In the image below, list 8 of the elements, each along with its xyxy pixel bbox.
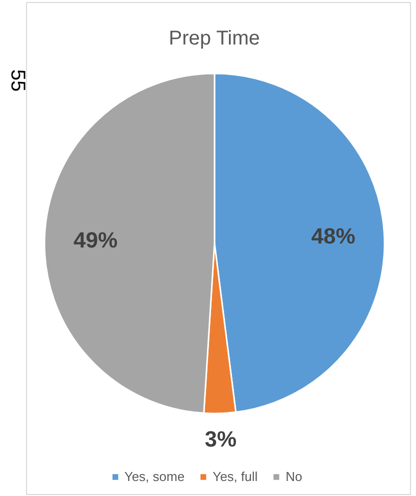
data-label: 3% xyxy=(204,426,237,452)
legend-label: No xyxy=(286,469,304,484)
legend-label: Yes, some xyxy=(124,469,185,484)
legend-label: Yes, full xyxy=(212,469,258,484)
data-label: 49% xyxy=(74,227,118,252)
chart-title: Prep Time xyxy=(168,28,260,50)
text: 55 xyxy=(6,69,28,92)
data-label: 48% xyxy=(311,224,356,249)
